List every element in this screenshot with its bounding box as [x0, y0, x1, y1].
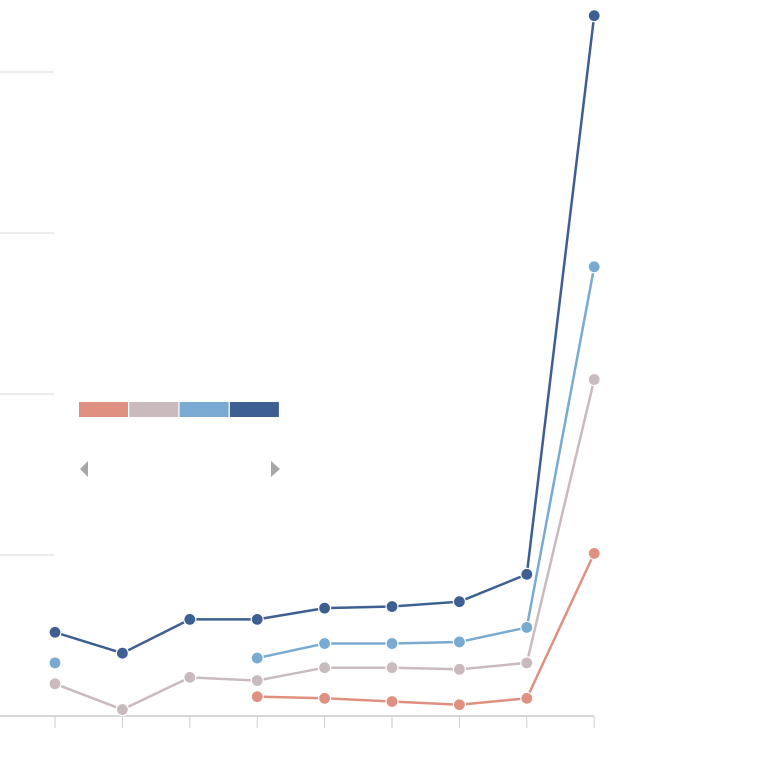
- legend[interactable]: [79, 402, 279, 417]
- legend-prev-icon[interactable]: [80, 461, 88, 477]
- data-point: [452, 635, 466, 649]
- data-point: [183, 612, 197, 627]
- data-point: [520, 620, 534, 635]
- data-point: [520, 656, 534, 670]
- data-point: [452, 698, 466, 712]
- data-point: [520, 567, 534, 581]
- legend-swatch: [79, 402, 128, 417]
- series-1: [48, 372, 601, 717]
- data-point: [452, 662, 466, 676]
- series-0: [250, 546, 601, 712]
- data-point: [587, 372, 601, 387]
- data-point: [318, 601, 332, 615]
- data-point: [115, 702, 130, 717]
- data-point: [318, 691, 332, 705]
- legend-swatch: [129, 402, 179, 417]
- series-lines: [48, 9, 601, 717]
- data-point: [587, 9, 601, 23]
- data-point: [587, 260, 601, 274]
- data-point: [250, 673, 264, 688]
- data-point: [318, 661, 332, 675]
- series-line: [54, 15, 596, 655]
- gridlines: [0, 71, 54, 556]
- data-point: [250, 612, 264, 627]
- data-point: [385, 661, 399, 675]
- data-point: [48, 656, 62, 670]
- data-point: [452, 595, 466, 609]
- data-point: [520, 691, 534, 705]
- data-point: [385, 694, 399, 709]
- data-point: [385, 599, 399, 614]
- x-axis: [0, 715, 595, 728]
- data-point: [250, 651, 264, 665]
- series-line: [257, 552, 596, 706]
- series-line: [54, 379, 596, 711]
- series-2: [48, 260, 601, 670]
- legend-swatch: [229, 402, 279, 417]
- data-point: [115, 646, 130, 660]
- data-point: [385, 636, 399, 651]
- data-point: [587, 546, 601, 560]
- data-point: [250, 690, 264, 704]
- series-line: [256, 266, 596, 660]
- legend-next-icon[interactable]: [271, 461, 280, 477]
- series-3: [48, 9, 601, 660]
- data-point: [48, 625, 62, 639]
- data-point: [48, 677, 62, 691]
- data-point: [318, 636, 332, 651]
- data-point: [183, 670, 197, 684]
- legend-swatch: [179, 402, 229, 417]
